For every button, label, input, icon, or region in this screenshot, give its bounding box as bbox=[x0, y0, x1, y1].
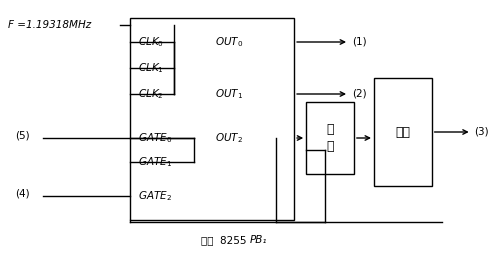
Text: $CLK_2$: $CLK_2$ bbox=[138, 87, 163, 101]
Text: 滤波: 滤波 bbox=[395, 125, 410, 139]
Text: $OUT_2$: $OUT_2$ bbox=[215, 131, 243, 145]
Text: (1): (1) bbox=[352, 37, 367, 47]
Text: $CLK_1$: $CLK_1$ bbox=[138, 61, 163, 75]
Text: $OUT_1$: $OUT_1$ bbox=[215, 87, 243, 101]
Text: (2): (2) bbox=[352, 89, 367, 99]
Bar bbox=[306, 102, 354, 174]
Text: $OUT_0$: $OUT_0$ bbox=[215, 35, 244, 49]
Bar bbox=[130, 18, 294, 220]
Text: (4): (4) bbox=[15, 188, 30, 198]
Text: (3): (3) bbox=[475, 127, 489, 137]
Text: $GATE_0$: $GATE_0$ bbox=[138, 131, 172, 145]
Text: $CLK_0$: $CLK_0$ bbox=[138, 35, 164, 49]
Text: PB₁: PB₁ bbox=[249, 235, 267, 245]
Text: (5): (5) bbox=[15, 130, 30, 140]
Text: $GATE_2$: $GATE_2$ bbox=[138, 189, 172, 203]
Text: $GATE_1$: $GATE_1$ bbox=[138, 155, 172, 169]
Bar bbox=[374, 78, 432, 186]
Text: F =1.19318MHz: F =1.19318MHz bbox=[8, 20, 91, 30]
Text: 与
门: 与 门 bbox=[326, 123, 334, 153]
Text: 来自  8255: 来自 8255 bbox=[202, 235, 247, 245]
